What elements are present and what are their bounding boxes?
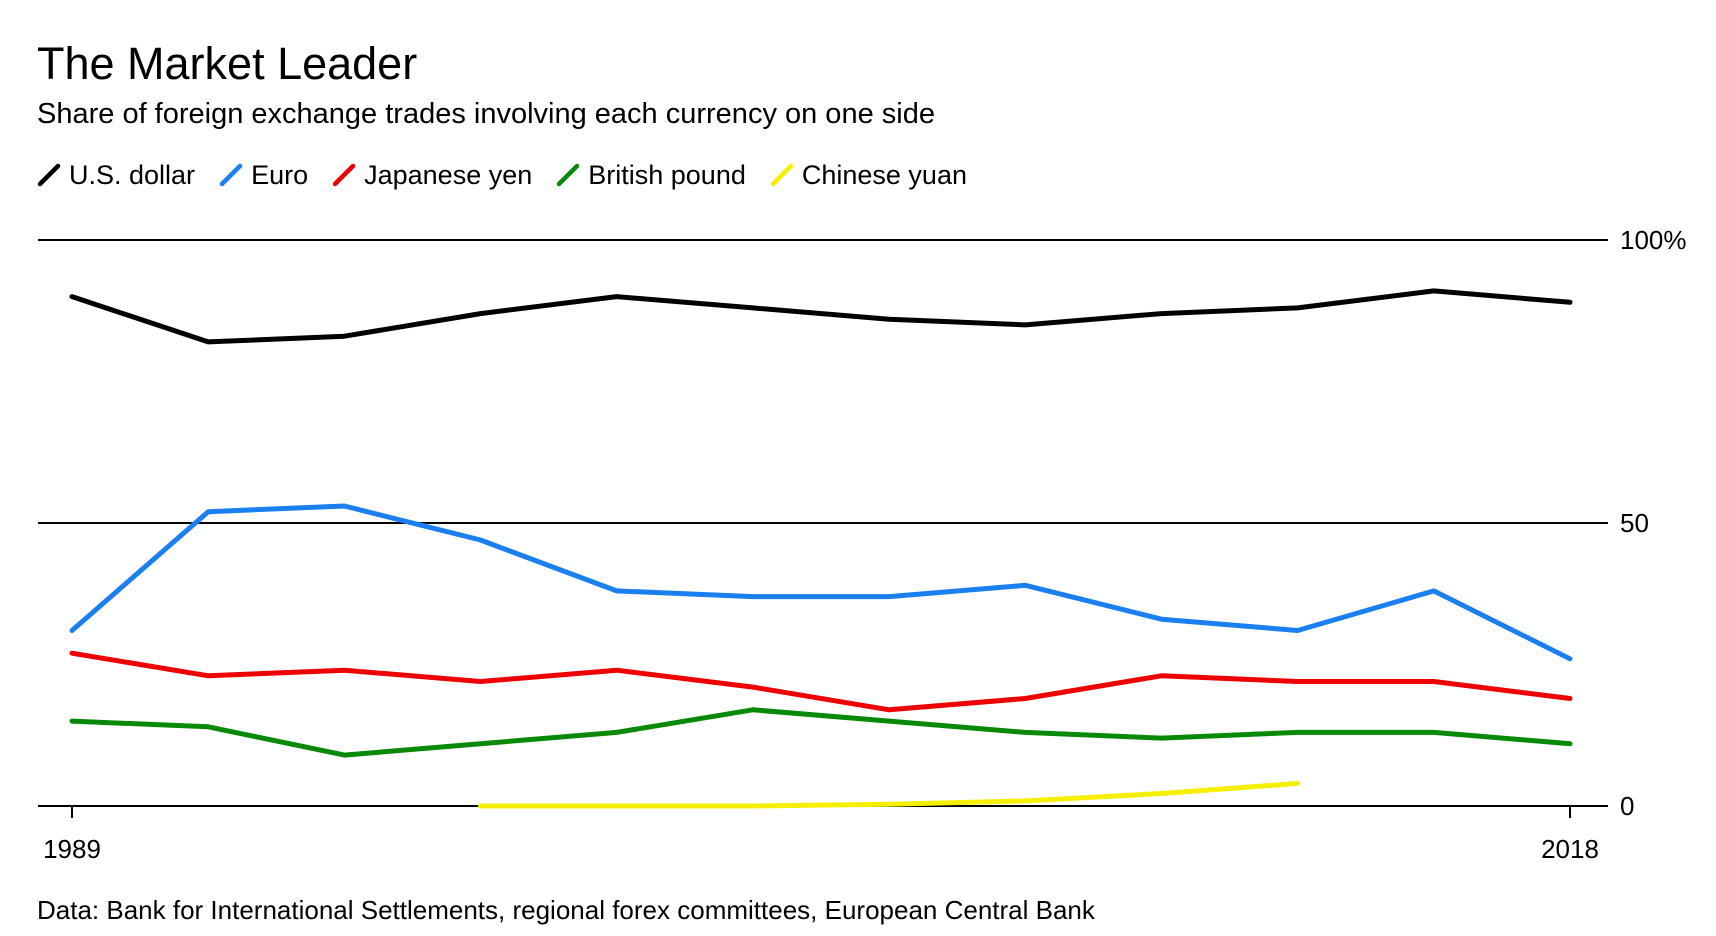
legend-swatch <box>37 163 61 187</box>
legend-item: Chinese yuan <box>770 160 967 191</box>
legend-swatch <box>557 163 580 187</box>
series-line-u-s-dollar <box>69 288 1573 345</box>
legend-item: British pound <box>556 160 746 191</box>
series-lines <box>69 288 1573 809</box>
legend-item: U.S. dollar <box>37 160 195 191</box>
legend-label: British pound <box>588 159 746 190</box>
gridlines <box>38 239 1608 807</box>
series-line-chinese-yuan <box>478 780 1301 809</box>
legend-swatch <box>219 163 243 187</box>
x-tick-label: 1989 <box>43 834 101 864</box>
legend: U.S. dollar Euro Japanese yen British pound… <box>37 156 991 194</box>
legend-item: Euro <box>219 160 308 191</box>
legend-label: Euro <box>251 159 309 190</box>
legend-label: Japanese yen <box>364 159 533 190</box>
legend-swatch <box>332 163 356 187</box>
series-line-british-pound <box>69 707 1573 758</box>
y-tick-label: 100% <box>1620 225 1687 255</box>
chart-subtitle: Share of foreign exchange trades involvi… <box>37 98 935 130</box>
y-tick-label: 50 <box>1620 508 1649 538</box>
series-line-euro <box>69 503 1573 662</box>
legend-label: U.S. dollar <box>69 159 196 190</box>
y-axis-tick-labels: 0 50 100% <box>1620 225 1687 821</box>
legend-swatch <box>770 163 794 187</box>
legend-item: Japanese yen <box>332 160 532 191</box>
x-axis-ticks: 1989 2018 <box>43 806 1599 864</box>
x-tick-label: 2018 <box>1541 834 1599 864</box>
y-tick-label: 0 <box>1620 791 1634 821</box>
chart-title: The Market Leader <box>37 38 418 89</box>
source-note: Data: Bank for International Settlements… <box>37 895 1095 925</box>
legend-label: Chinese yuan <box>801 159 967 190</box>
series-line-japanese-yen <box>69 650 1573 713</box>
